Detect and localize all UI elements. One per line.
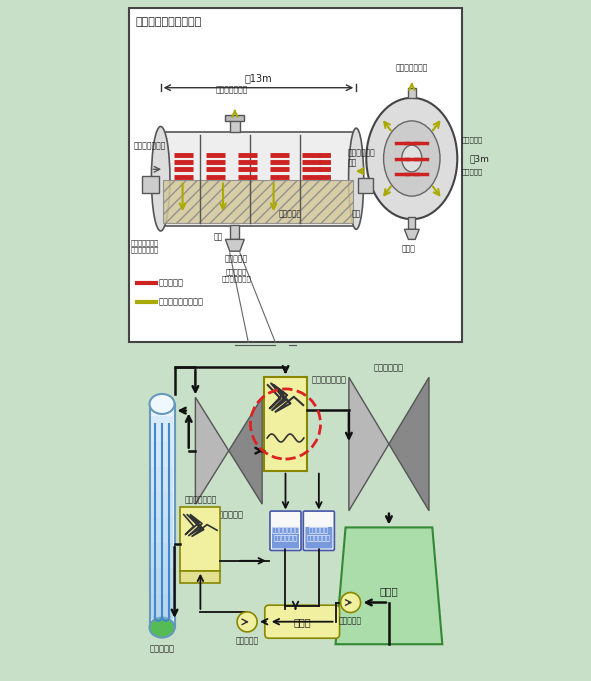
Text: 高圧タービン: 高圧タービン	[214, 511, 243, 520]
Text: 湿分分離器
ドレンタンク: 湿分分離器 ドレンタンク	[307, 526, 331, 541]
Bar	[264, 377, 307, 471]
Ellipse shape	[150, 394, 174, 414]
Text: 湿分分離加熱器
ドレンタンクへ: 湿分分離加熱器 ドレンタンクへ	[131, 239, 159, 253]
Polygon shape	[196, 397, 229, 504]
Bar	[150, 404, 174, 628]
Polygon shape	[225, 240, 244, 251]
Text: 低圧タービン: 低圧タービン	[374, 363, 404, 373]
Bar	[163, 180, 353, 223]
Text: ：高圧タービン排気: ：高圧タービン排気	[159, 298, 204, 306]
Text: 湿分分離器
ドレンタンクへ: 湿分分離器 ドレンタンクへ	[222, 268, 251, 283]
Bar	[151, 543, 173, 569]
Ellipse shape	[150, 618, 174, 637]
Text: 高圧給水加熱器: 高圧給水加熱器	[184, 496, 216, 505]
FancyBboxPatch shape	[270, 511, 301, 550]
Text: 蒸気噴出口: 蒸気噴出口	[225, 255, 248, 264]
Circle shape	[340, 592, 361, 612]
Text: 湿分分離加熱器
ドレンタンク: 湿分分離加熱器 ドレンタンク	[271, 526, 300, 541]
Polygon shape	[389, 377, 429, 511]
Ellipse shape	[384, 121, 440, 196]
Text: 蒸気整流板: 蒸気整流板	[278, 210, 302, 219]
Bar	[151, 518, 173, 543]
Text: ：加熱蒸気: ：加熱蒸気	[159, 279, 184, 288]
Bar	[358, 178, 373, 193]
Bar	[225, 114, 244, 121]
Bar	[180, 571, 220, 584]
Bar	[408, 89, 416, 98]
Polygon shape	[336, 527, 442, 644]
Circle shape	[237, 612, 257, 632]
FancyBboxPatch shape	[265, 605, 340, 638]
Text: 蒸気噴出口: 蒸気噴出口	[462, 137, 483, 143]
FancyBboxPatch shape	[306, 527, 332, 548]
Text: 蒸気発生器より: 蒸気発生器より	[134, 141, 166, 151]
Bar	[230, 120, 240, 131]
Text: 天板: 天板	[214, 233, 223, 242]
Text: 蒸気整流板: 蒸気整流板	[462, 169, 483, 175]
Text: 湿分分離加熱器構造図: 湿分分離加熱器構造図	[135, 17, 202, 27]
Bar	[151, 569, 173, 594]
Ellipse shape	[151, 127, 170, 231]
Ellipse shape	[366, 98, 457, 219]
Text: 低圧タービンへ: 低圧タービンへ	[215, 85, 248, 95]
Ellipse shape	[402, 145, 422, 172]
Bar	[151, 594, 173, 619]
Text: 約13m: 約13m	[245, 74, 272, 84]
Text: 復水ポンプ: 復水ポンプ	[339, 616, 362, 626]
Text: 低圧タービンへ: 低圧タービンへ	[395, 63, 428, 73]
Polygon shape	[349, 377, 389, 511]
Bar	[151, 492, 173, 518]
FancyBboxPatch shape	[272, 527, 299, 548]
Text: ドレン: ドレン	[401, 244, 415, 253]
Text: 給水ポンプ: 給水ポンプ	[236, 636, 259, 645]
Text: 約3m: 約3m	[469, 154, 489, 163]
Text: 天板: 天板	[352, 210, 361, 219]
Text: 湿分分離加熱器: 湿分分離加熱器	[311, 376, 346, 385]
Text: 復水器: 復水器	[379, 586, 398, 597]
Bar	[408, 217, 415, 229]
Bar	[230, 225, 239, 240]
Bar	[151, 441, 173, 466]
FancyBboxPatch shape	[303, 511, 335, 550]
Bar	[151, 466, 173, 492]
Ellipse shape	[349, 128, 364, 229]
Bar	[180, 507, 220, 571]
Polygon shape	[404, 229, 419, 240]
Bar	[151, 415, 173, 441]
Polygon shape	[229, 397, 262, 504]
Text: 高圧タービン
より: 高圧タービン より	[348, 148, 375, 168]
Bar	[161, 131, 356, 226]
Bar	[142, 176, 159, 193]
Text: 脱気器: 脱気器	[293, 617, 311, 627]
Text: 蒸気発生器: 蒸気発生器	[150, 644, 174, 653]
